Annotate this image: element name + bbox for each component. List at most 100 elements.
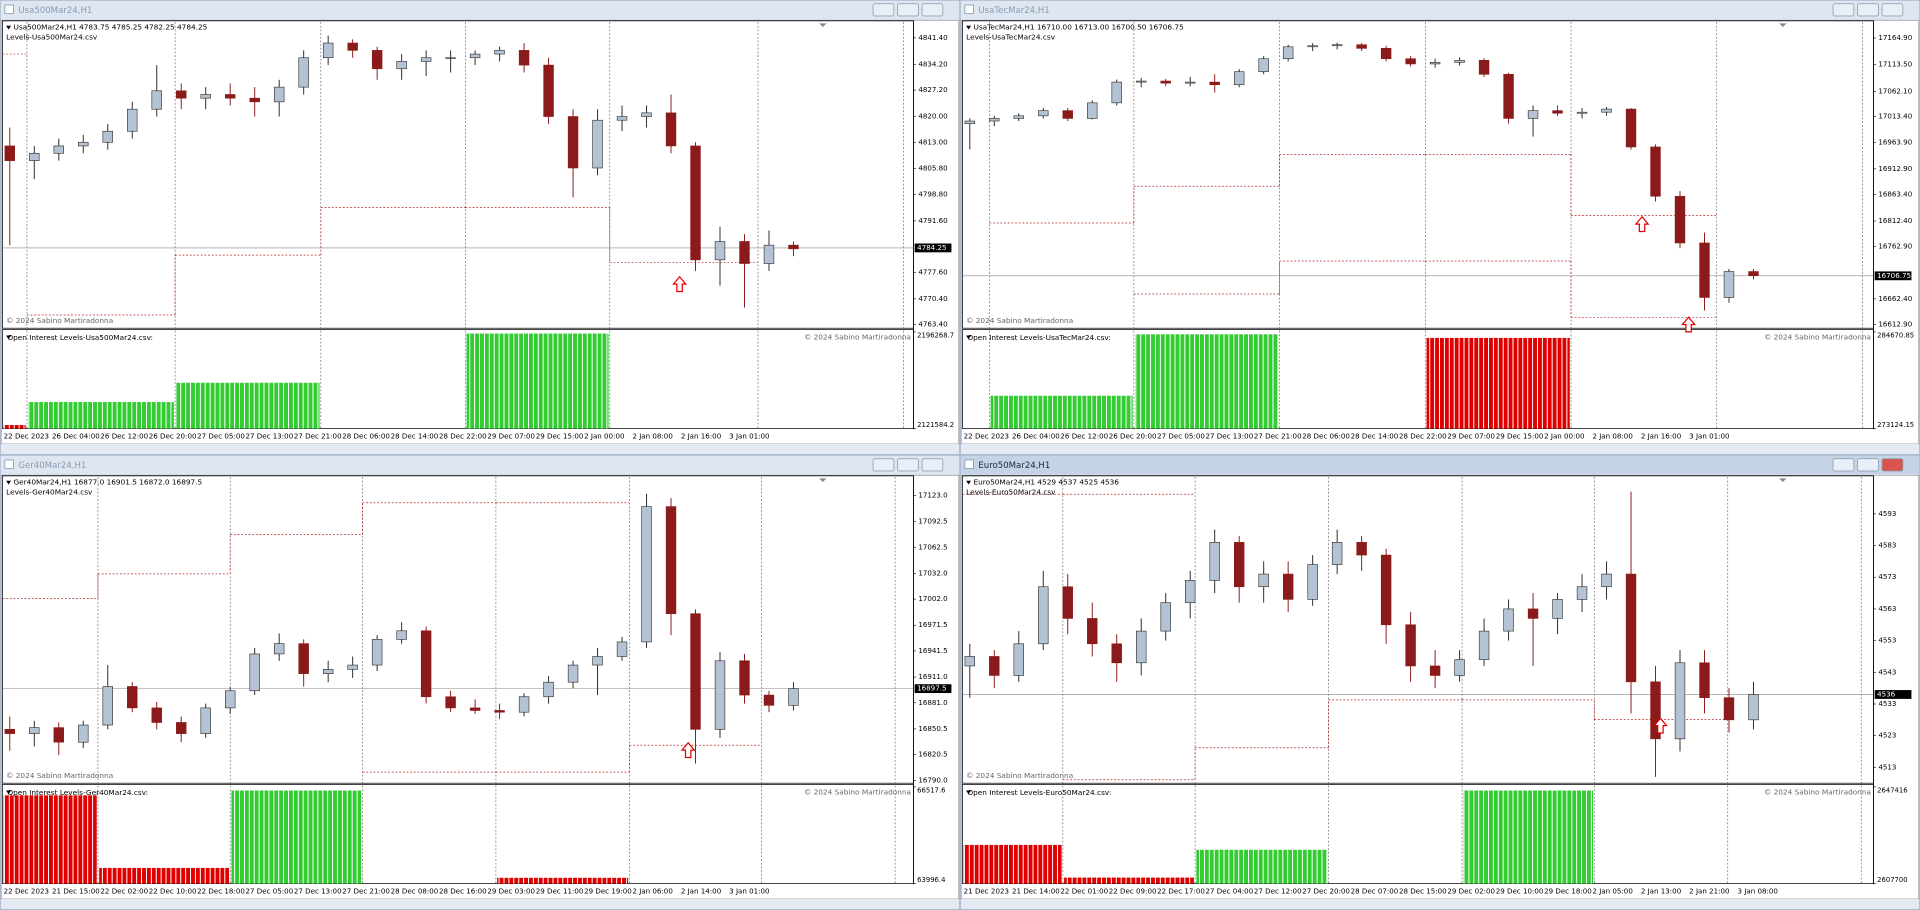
time-label: 3 Jan 01:00 [729, 432, 770, 441]
title-bar [0, 0, 960, 20]
oi-tick-label: 2121584.2 [917, 421, 954, 429]
time-label: 27 Dec 04:00 [1206, 887, 1254, 896]
time-label: 2 Jan 00:00 [584, 432, 625, 441]
time-label: 29 Dec 11:00 [536, 887, 584, 896]
candle-body [1625, 108, 1637, 148]
close-button[interactable] [1881, 458, 1904, 472]
candle-body [1380, 554, 1392, 626]
time-label: 22 Dec 2023 [964, 432, 1009, 441]
chart-window: UsaTecMar24,H1 284670.85 273124.15 17164.90… [960, 0, 1920, 455]
candle-body [29, 152, 40, 161]
oi-tick-label: 2647416 [1877, 787, 1907, 795]
time-label: 27 Dec 05:00 [246, 887, 294, 896]
candle-body [176, 90, 187, 99]
y-tick-label: 4553 [1878, 636, 1896, 645]
candle-body [1136, 80, 1147, 83]
oi-bar [1426, 337, 1570, 429]
copyright: © 2024 Sabino Martiradonna [6, 771, 113, 780]
minimize-button[interactable] [872, 458, 895, 472]
oi-tick-label: 66517.6 [917, 787, 945, 795]
time-label: 27 Dec 13:00 [246, 432, 294, 441]
time-label: 26 Dec 12:00 [100, 432, 148, 441]
y-tick-label: 17032.0 [918, 568, 948, 577]
y-tick-label: 4533 [1878, 699, 1896, 708]
candle-body [151, 707, 162, 723]
candle-body [1674, 195, 1686, 244]
candle-body [322, 42, 334, 59]
close-button[interactable] [1881, 3, 1904, 17]
candle-body [1748, 694, 1759, 721]
candle-body [592, 119, 603, 169]
chart-window: Usa500Mar24,H1 2196268.7 2121584.2 4841.40 4… [0, 0, 960, 455]
window-icon [4, 459, 14, 469]
signal-arrow [1634, 215, 1650, 233]
status-strip [1, 898, 959, 909]
time-label: 3 Jan 01:00 [1689, 432, 1730, 441]
candle-body [964, 656, 975, 667]
candle-body [1380, 48, 1392, 60]
candle-body [1185, 580, 1196, 603]
candle-body [1013, 643, 1024, 676]
oi-bar [28, 402, 174, 429]
time-label: 29 Dec 10:00 [1496, 887, 1544, 896]
candle-body [298, 57, 309, 88]
candle-body [445, 57, 456, 59]
time-label: 22 Dec 17:00 [1157, 887, 1205, 896]
candle-body [1429, 665, 1441, 676]
candle-body [127, 108, 138, 132]
maximize-button[interactable] [897, 3, 919, 17]
maximize-button[interactable] [1857, 3, 1879, 17]
time-label: 2 Jan 21:00 [1689, 887, 1730, 896]
time-label: 28 Dec 15:00 [1399, 887, 1447, 896]
candle-body [763, 694, 775, 706]
time-label: 28 Dec 08:00 [391, 887, 439, 896]
collapse-triangle [6, 25, 12, 30]
signal-arrow [680, 741, 696, 759]
minimize-button[interactable] [872, 3, 895, 17]
candle-body [1552, 110, 1563, 114]
time-label: 2 Jan 06:00 [632, 887, 673, 896]
candle-body [200, 707, 211, 734]
candle-body [347, 42, 358, 51]
candle-body [29, 727, 40, 734]
candle-body [1038, 110, 1049, 117]
candle-body [1258, 573, 1269, 588]
time-label: 3 Jan 08:00 [1738, 887, 1779, 896]
close-button[interactable] [921, 3, 944, 17]
time-label: 29 Dec 07:00 [1447, 432, 1495, 441]
signal-arrow [1652, 717, 1668, 734]
minimize-button[interactable] [1832, 458, 1855, 472]
candle-body [1209, 542, 1220, 581]
window-title: Usa500Mar24,H1 [18, 6, 92, 16]
time-label: 27 Dec 21:00 [1254, 432, 1302, 441]
candle-body [641, 112, 652, 117]
candle-body [1209, 81, 1220, 85]
current-price-box [1874, 690, 1912, 699]
maximize-button[interactable] [897, 458, 919, 472]
window-icon [4, 4, 14, 14]
title-bar [0, 455, 960, 475]
oi-bar [231, 790, 362, 884]
candle-body [102, 130, 113, 143]
close-button[interactable] [921, 458, 944, 472]
candle-body [396, 61, 407, 70]
signal-arrow [1681, 316, 1697, 333]
candle-body [1405, 58, 1416, 65]
minimize-button[interactable] [1832, 3, 1855, 17]
candle-body [1258, 58, 1269, 73]
candle-body [4, 145, 15, 161]
y-tick-label: 4827.20 [918, 85, 948, 94]
candle-body [1699, 242, 1710, 298]
chart-window: Ger40Mar24,H1 66517.6 63996.4 17123.0 17092.… [0, 455, 960, 910]
current-price-label: 4536 [1877, 689, 1896, 698]
time-label: 27 Dec 12:00 [1254, 887, 1302, 896]
candle-body [176, 722, 187, 734]
candle-body [518, 50, 530, 66]
candle-body [1601, 108, 1612, 113]
y-tick-label: 4813.00 [918, 137, 948, 146]
candle-body [616, 641, 628, 657]
candle-body [763, 244, 775, 264]
candle-body [1454, 659, 1465, 676]
maximize-button[interactable] [1857, 458, 1879, 472]
candle-body [225, 94, 236, 99]
